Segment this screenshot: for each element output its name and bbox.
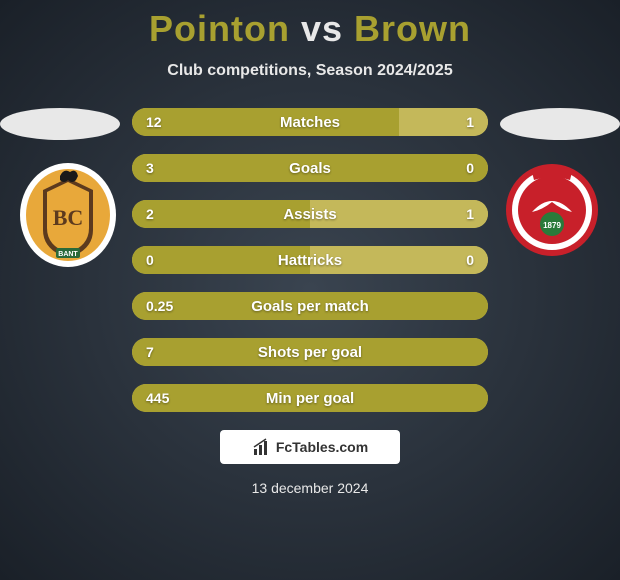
stat-value-left: 12	[146, 114, 162, 130]
stat-label: Min per goal	[132, 390, 488, 407]
stat-value-right: 0	[466, 160, 474, 176]
right-club-crest: 1879	[502, 160, 602, 270]
stat-label: Goals per match	[132, 298, 488, 315]
stat-row: Goals per match0.25	[132, 292, 488, 320]
player1-name: Pointon	[149, 8, 290, 49]
left-ellipse	[0, 108, 120, 140]
stat-label: Goals	[132, 160, 488, 177]
stat-label: Hattricks	[132, 252, 488, 269]
stat-value-right: 1	[466, 114, 474, 130]
stats-bars: Matches121Goals30Assists21Hattricks00Goa…	[132, 108, 488, 412]
chart-icon	[252, 437, 272, 457]
date-text: 13 december 2024	[0, 480, 620, 496]
stat-value-left: 0	[146, 252, 154, 268]
comparison-title: Pointon vs Brown	[0, 0, 620, 50]
stat-label: Matches	[132, 114, 488, 131]
source-badge: FcTables.com	[220, 430, 400, 464]
player2-name: Brown	[354, 8, 471, 49]
stat-value-right: 1	[466, 206, 474, 222]
stat-row: Matches12 1	[132, 108, 488, 136]
stat-value-left: 0.25	[146, 298, 173, 314]
left-club-crest: BC BANT	[18, 160, 118, 270]
stat-label: Assists	[132, 206, 488, 223]
stat-row: Min per goal445	[132, 384, 488, 412]
svg-text:1879: 1879	[543, 221, 561, 230]
stat-row: Assists2 1	[132, 200, 488, 228]
svg-text:BANT: BANT	[58, 251, 78, 258]
stat-value-left: 3	[146, 160, 154, 176]
stat-value-left: 7	[146, 344, 154, 360]
svg-text:BC: BC	[53, 205, 84, 230]
stat-value-left: 2	[146, 206, 154, 222]
stat-label: Shots per goal	[132, 344, 488, 361]
stat-row: Hattricks0 0	[132, 246, 488, 274]
stat-row: Shots per goal7	[132, 338, 488, 366]
stat-value-right: 0	[466, 252, 474, 268]
stat-row: Goals3 0	[132, 154, 488, 182]
subtitle: Club competitions, Season 2024/2025	[0, 62, 620, 80]
source-text: FcTables.com	[276, 439, 368, 455]
right-ellipse	[500, 108, 620, 140]
content-area: BC BANT 1879 Matches12 1 Goals3 0 Assists2 1 H…	[0, 108, 620, 412]
stat-value-left: 445	[146, 390, 169, 406]
vs-text: vs	[301, 8, 343, 49]
